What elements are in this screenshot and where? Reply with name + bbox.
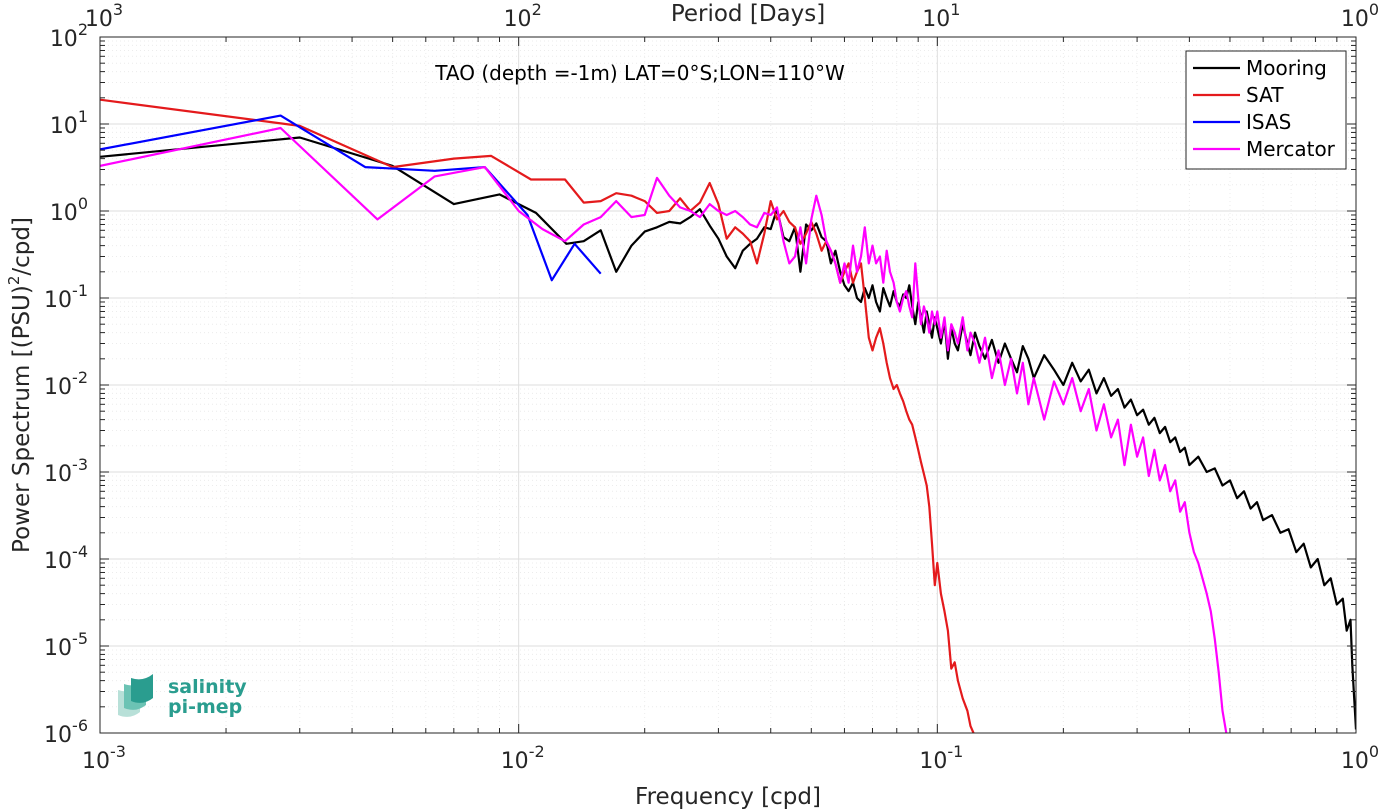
top-x-axis-label: Period [Days] [671,1,825,27]
series-group [100,98,1356,733]
y-tick-label: 10-4 [44,542,88,574]
y-axis-label-tail: /cpd] [9,217,35,276]
y-axis-label-exponent: 2 [5,276,23,286]
x-axis-label: Frequency [cpd] [635,784,821,809]
y-tick-label: 100 [50,194,88,226]
top-x-tick-label: 100 [1341,0,1379,32]
legend-label-sat: SAT [1246,83,1284,107]
y-axis-label: Power Spectrum [(PSU)2/cpd] [5,217,35,553]
top-x-tick-label: 101 [922,0,960,32]
legend-label-isas: ISAS [1246,110,1291,134]
y-tick-label: 10-2 [44,368,88,400]
chart-annotation: TAO (depth =-1m) LAT=0°S;LON=110°W [434,61,845,85]
y-axis-label-main: Power Spectrum [(PSU) [9,285,35,553]
y-tick-label: 10-1 [44,281,88,313]
legend-label-mooring: Mooring [1246,56,1327,80]
x-tick-label: 100 [1341,742,1379,774]
top-x-tick-label: 102 [504,0,542,32]
series-line-mooring [100,136,1356,730]
y-tick-label: 10-3 [44,455,88,487]
salinity-pi-mep-logo: salinity pi-mep [118,674,247,718]
y-tick-label: 10-6 [44,716,88,748]
legend-label-mercator: Mercator [1246,137,1336,161]
y-tick-label: 10-5 [44,629,88,661]
x-tick-label: 10-1 [919,742,963,774]
x-tick-label: 10-2 [501,742,545,774]
y-tick-label: 102 [50,20,88,52]
logo-line1: salinity [168,676,247,698]
logo-waves-icon [118,674,153,717]
logo-line2: pi-mep [168,696,242,718]
tick-marks [99,36,1357,734]
legend: Mooring SAT ISAS Mercator [1185,50,1347,170]
series-line-mercator [100,126,1228,733]
x-tick-label: 10-3 [82,742,126,774]
top-x-tick-label: 103 [85,0,123,32]
y-tick-label: 101 [50,107,88,139]
